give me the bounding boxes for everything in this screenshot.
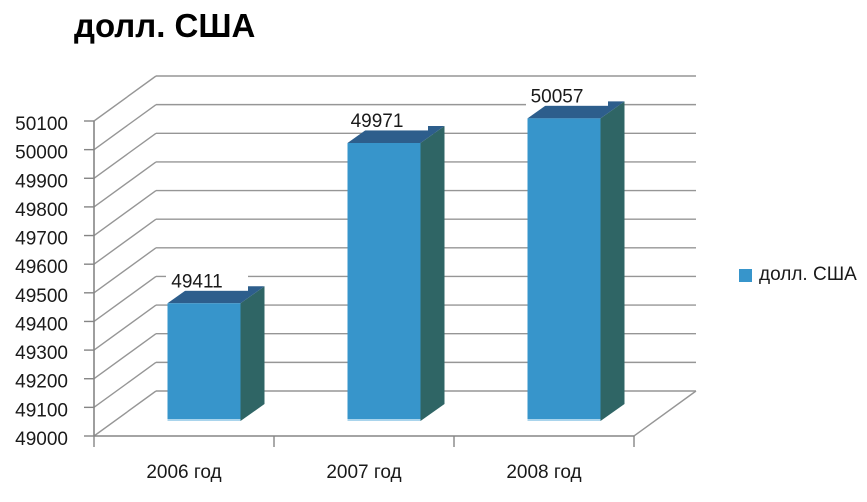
bar-side-face	[600, 101, 625, 422]
data-label: 49411	[171, 271, 222, 292]
left-wall-diagonal	[93, 75, 157, 122]
left-wall-diagonal	[93, 275, 157, 323]
y-tick-label: 49100	[15, 400, 68, 421]
left-wall-diagonal	[93, 304, 157, 351]
legend-label: долл. США	[759, 264, 857, 285]
bar-2008 год	[527, 101, 625, 422]
y-tick-label: 49500	[15, 286, 68, 307]
legend-swatch-icon	[739, 269, 752, 282]
y-tick-label: 50100	[15, 114, 68, 135]
data-label: 50057	[531, 86, 584, 107]
left-wall-diagonal	[93, 218, 157, 265]
y-tick-label: 49600	[15, 257, 68, 278]
floor-right-edge	[633, 390, 697, 437]
left-wall-diagonal	[93, 361, 157, 408]
y-tick-label: 49200	[15, 372, 68, 393]
x-category-label: 2006 год	[146, 462, 221, 483]
chart-title: долл. США	[74, 7, 256, 44]
bar-2007 год	[347, 125, 445, 421]
y-tick-label: 49700	[15, 229, 68, 250]
bar-side-face	[420, 125, 445, 421]
left-wall-diagonal	[93, 390, 157, 437]
data-label-bg	[526, 84, 608, 106]
left-wall-diagonal	[93, 189, 157, 237]
y-tick-label: 49400	[15, 314, 68, 335]
data-label: 49971	[351, 111, 404, 132]
left-wall-diagonal	[93, 333, 157, 380]
left-wall-diagonal	[93, 132, 157, 179]
bar-2006 год	[167, 286, 265, 421]
data-label-bg	[346, 109, 428, 131]
bar-side-face	[240, 286, 265, 421]
x-category-label: 2008 год	[506, 462, 581, 483]
left-wall-diagonal	[93, 161, 157, 208]
y-tick-label: 49000	[15, 429, 68, 450]
bar-front-face	[347, 142, 421, 421]
legend: долл. США	[739, 264, 857, 286]
x-category-label: 2007 год	[326, 462, 401, 483]
y-tick-label: 49800	[15, 200, 68, 221]
left-wall-diagonal	[93, 104, 157, 151]
y-tick-label: 49900	[15, 171, 68, 192]
bar-front-face	[527, 118, 601, 422]
data-label-bg	[166, 269, 248, 291]
bar-front-face	[167, 303, 241, 421]
left-wall-diagonal	[93, 247, 157, 294]
y-tick-label: 50000	[15, 143, 68, 164]
y-tick-label: 49300	[15, 343, 68, 364]
